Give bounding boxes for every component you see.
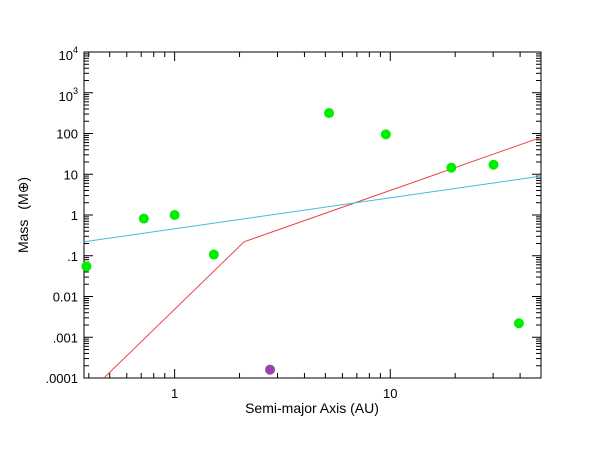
trend-lines [84, 136, 541, 378]
x-tick-label: 10 [383, 386, 397, 401]
y-tick-label: .1 [67, 249, 78, 264]
y-tick-label: 1 [71, 208, 78, 223]
data-point [169, 210, 180, 220]
data-point [81, 261, 92, 272]
data-point [513, 318, 524, 329]
data-point [446, 162, 457, 173]
x-tick-labels: 1 10 [171, 386, 398, 401]
svg-text:Mass (M⊕): Mass (M⊕) [15, 177, 31, 253]
trend-line-2 [84, 175, 541, 243]
y-axis-title-text: Mass [15, 220, 31, 253]
data-point [324, 108, 335, 119]
y-tick-label: .001 [53, 330, 78, 345]
y-tick-label: 104 [59, 45, 78, 63]
data-point [380, 129, 391, 140]
data-point [208, 249, 219, 260]
y-axis-title: Mass (M⊕) [15, 177, 31, 253]
x-axis-title: Semi-major Axis (AU) [245, 400, 379, 416]
trend-line-1 [103, 136, 541, 378]
data-point [488, 159, 499, 170]
y-tick-label: 10 [64, 167, 78, 182]
tick-marks [84, 51, 542, 379]
y-tick-label: .0001 [45, 371, 78, 386]
y-axis-unit: (M⊕) [15, 177, 31, 210]
plot-frame [83, 51, 542, 379]
data-point [265, 364, 276, 375]
y-tick-label: 0.01 [53, 290, 78, 305]
data-points [81, 108, 524, 375]
x-tick-label: 1 [171, 386, 178, 401]
data-point [138, 213, 149, 224]
y-tick-label: 100 [56, 127, 78, 142]
y-tick-label: 103 [59, 86, 78, 104]
y-tick-labels: .0001 .001 0.01 .1 1 10 100 103 104 [45, 45, 78, 386]
